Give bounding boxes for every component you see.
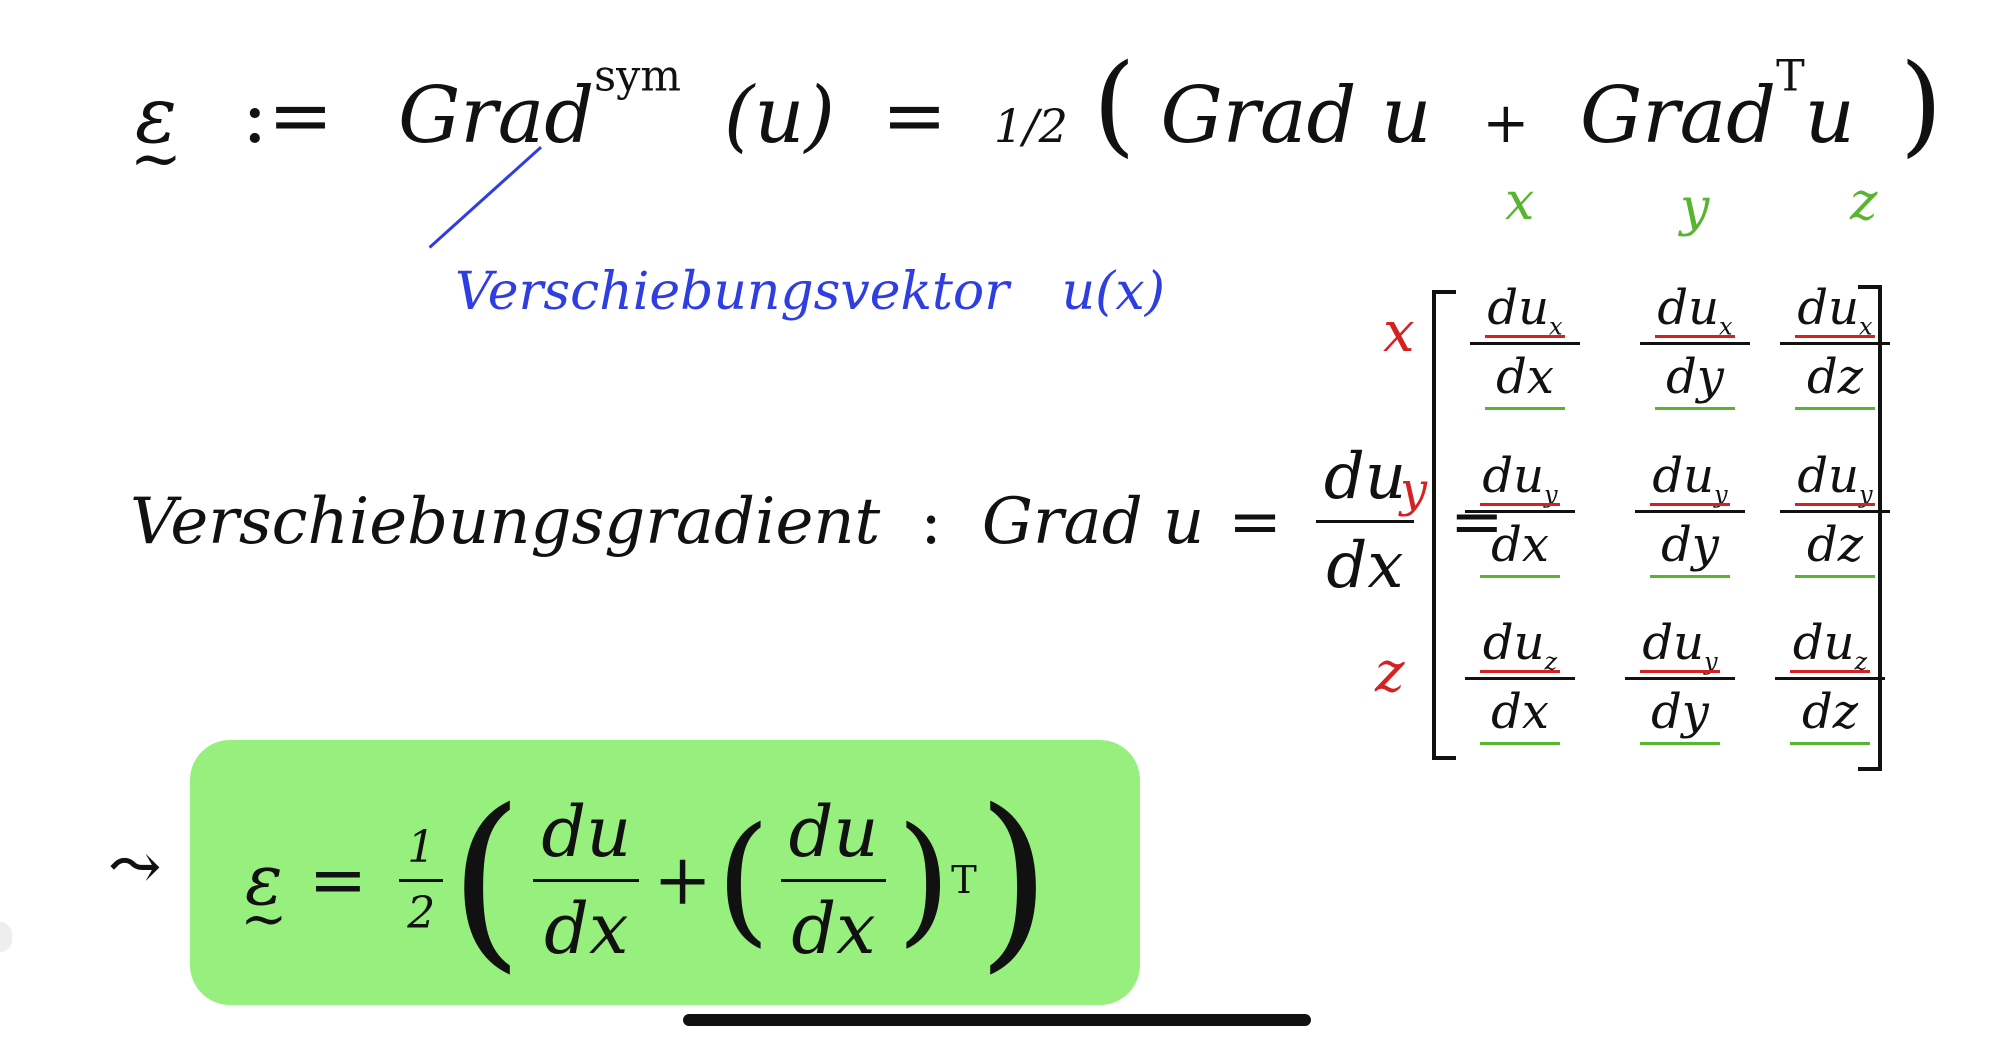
open-paren: ( bbox=[1092, 40, 1136, 168]
annotation: Verschiebungsvektor u(x) bbox=[455, 262, 1165, 322]
matrix-cell-1-3: dux dz bbox=[1770, 280, 1900, 410]
col-header-z: z bbox=[1850, 172, 1878, 232]
result-line: ε = 1 2 ( du dx + ( du dx ) T ) bbox=[245, 780, 1051, 980]
result-highlight bbox=[190, 740, 1140, 1005]
row-marker bbox=[1790, 669, 1870, 673]
grad-label: Grad bbox=[398, 71, 595, 161]
matrix-cell-2-1: duy dx bbox=[1455, 448, 1585, 578]
col-marker bbox=[1480, 574, 1560, 578]
row-header-z: z bbox=[1375, 640, 1405, 705]
annotation-text: Verschiebungsvektor bbox=[455, 262, 1010, 322]
col-marker bbox=[1655, 406, 1735, 410]
result-open-paren: ( bbox=[449, 769, 524, 990]
row-marker bbox=[1795, 334, 1875, 338]
one-half: 1/2 bbox=[993, 99, 1068, 153]
col-header-y: y bbox=[1680, 178, 1710, 238]
row-marker bbox=[1650, 502, 1730, 506]
equals-sign-3: = bbox=[1450, 484, 1504, 559]
matrix-cell-2-2: duy dy bbox=[1625, 448, 1755, 578]
result-one-half: 1 2 bbox=[399, 822, 444, 939]
row-marker bbox=[1795, 502, 1875, 506]
row-marker bbox=[1485, 334, 1565, 338]
matrix-cell-3-1: duz dx bbox=[1455, 615, 1585, 745]
result-equals: = bbox=[308, 839, 368, 921]
col-marker bbox=[1640, 741, 1720, 745]
grad-term-2: Grad bbox=[1580, 71, 1777, 161]
grad-term-1: Grad u bbox=[1160, 71, 1432, 161]
grad-argument: (u) bbox=[723, 71, 835, 161]
close-paren: ) bbox=[1899, 40, 1943, 168]
du-dx-fraction: du dx bbox=[1315, 440, 1415, 603]
definition-line: ε := Gradsym (u) = 1/2 ( Grad u + GradTu… bbox=[135, 40, 1943, 168]
result-arrow: ⤳ bbox=[108, 830, 162, 904]
colon: : bbox=[920, 484, 942, 559]
equals-sign: = bbox=[881, 71, 948, 161]
gradient-label: Verschiebungsgradient bbox=[130, 484, 881, 559]
col-marker bbox=[1795, 574, 1875, 578]
row-header-x: x bbox=[1383, 300, 1415, 365]
col-marker bbox=[1795, 406, 1875, 410]
grad-term-2-arg: u bbox=[1804, 71, 1855, 161]
col-marker bbox=[1790, 741, 1870, 745]
fraction-numerator: du bbox=[1323, 440, 1407, 514]
result-inner-close-paren: ) bbox=[896, 798, 952, 961]
equals-sign-2: = bbox=[1228, 484, 1282, 559]
result-inner-open-paren: ( bbox=[715, 798, 771, 961]
row-marker bbox=[1640, 669, 1720, 673]
result-close-paren: ) bbox=[976, 769, 1051, 990]
matrix-cell-1-2: dux dy bbox=[1630, 280, 1760, 410]
result-strain-symbol: ε bbox=[245, 839, 283, 921]
matrix-cell-1-1: dux dx bbox=[1460, 280, 1590, 410]
result-fraction-2: du dx bbox=[780, 791, 887, 970]
col-marker bbox=[1485, 406, 1565, 410]
row-marker bbox=[1480, 502, 1560, 506]
gradient-grad: Grad u bbox=[981, 484, 1205, 559]
transpose-superscript: T bbox=[1776, 51, 1805, 102]
page-edge-indicator bbox=[0, 922, 12, 952]
result-plus: + bbox=[653, 839, 712, 921]
fraction-bar bbox=[1315, 520, 1415, 523]
col-marker bbox=[1650, 574, 1730, 578]
matrix-right-bracket bbox=[1858, 285, 1882, 771]
fraction-denominator: dx bbox=[1326, 529, 1404, 603]
result-fraction-1: du dx bbox=[533, 791, 640, 970]
row-header-y: y bbox=[1400, 462, 1428, 518]
gradient-line: Verschiebungsgradient : Grad u = du dx = bbox=[130, 440, 1504, 603]
row-marker bbox=[1480, 669, 1560, 673]
matrix-cell-3-2: duy dy bbox=[1615, 615, 1745, 745]
col-header-x: x bbox=[1505, 172, 1535, 232]
result-transpose: T bbox=[951, 857, 977, 903]
annotation-vector: u(x) bbox=[1061, 262, 1165, 322]
sym-superscript: sym bbox=[594, 51, 682, 102]
home-indicator-bar[interactable] bbox=[683, 1014, 1311, 1026]
plus-sign: + bbox=[1482, 91, 1530, 156]
matrix-cell-2-3: duy dz bbox=[1770, 448, 1900, 578]
matrix-left-bracket bbox=[1432, 290, 1456, 760]
row-marker bbox=[1655, 334, 1735, 338]
defined-as-symbol: := bbox=[241, 71, 334, 161]
matrix-cell-3-3: duz dz bbox=[1765, 615, 1895, 745]
strain-symbol: ε bbox=[135, 71, 177, 161]
col-marker bbox=[1480, 741, 1560, 745]
